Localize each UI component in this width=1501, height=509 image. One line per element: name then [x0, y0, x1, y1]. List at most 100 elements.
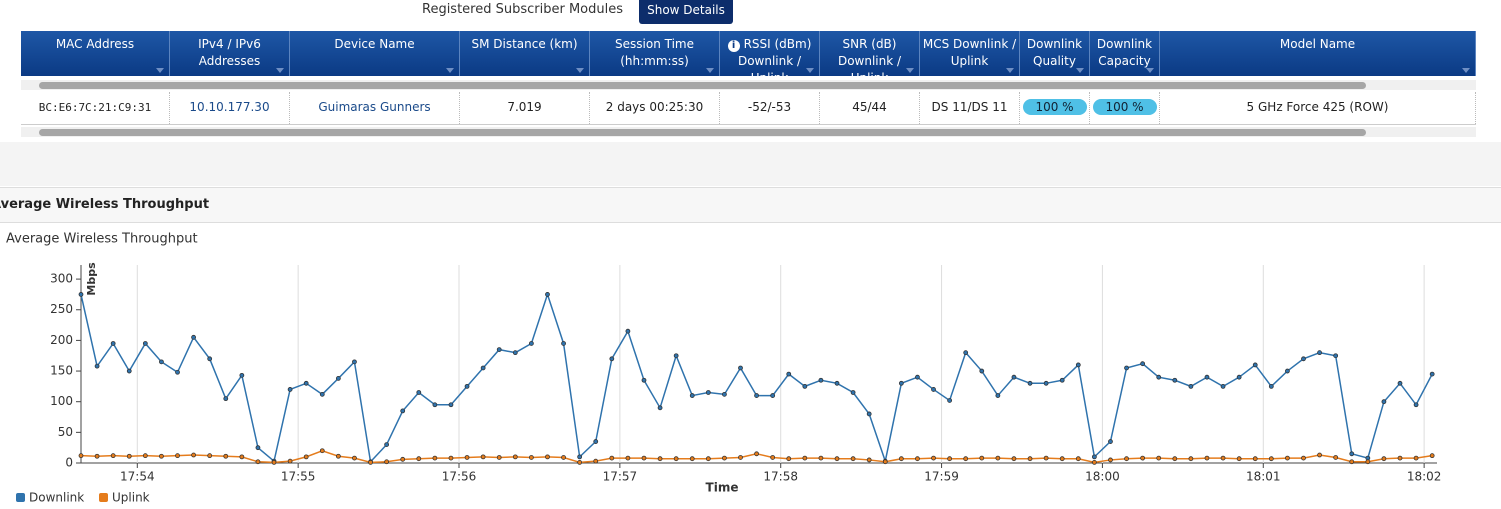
data-point — [1172, 377, 1178, 383]
header-text: SNR (dB) Downlink / Uplink — [837, 37, 902, 76]
data-point — [512, 454, 518, 460]
data-point — [1108, 439, 1113, 444]
cell-text: DS 11/DS 11 — [931, 100, 1008, 114]
cell-text: BC:E6:7C:21:C9:31 — [38, 101, 152, 114]
data-point — [1236, 456, 1242, 462]
data-point — [1268, 456, 1274, 462]
y-tick-label: 0 — [65, 456, 73, 470]
data-point — [512, 350, 518, 356]
data-point — [464, 383, 470, 389]
data-point — [110, 341, 116, 346]
data-point — [1108, 457, 1113, 463]
cell-text: 45/44 — [852, 100, 887, 114]
data-point — [1301, 356, 1306, 362]
data-point — [818, 377, 824, 383]
data-point — [995, 393, 1001, 398]
data-point — [561, 455, 566, 460]
data-point — [866, 411, 872, 417]
data-point — [915, 456, 920, 462]
data-point — [255, 445, 261, 451]
data-point — [1124, 456, 1129, 462]
show-details-button[interactable]: Show Details — [639, 0, 733, 24]
data-point — [738, 455, 743, 460]
data-point — [882, 459, 888, 465]
data-point — [384, 442, 390, 448]
data-point — [528, 341, 534, 346]
data-point — [609, 356, 615, 362]
data-point — [722, 455, 727, 461]
data-point — [528, 455, 534, 460]
row-border — [21, 124, 1476, 125]
table-cell: DS 11/DS 11 — [920, 92, 1020, 124]
column-header[interactable]: Model Name — [1160, 31, 1476, 76]
data-point — [947, 456, 953, 462]
data-point — [1285, 455, 1290, 461]
column-header[interactable]: Downlink Capacity — [1090, 31, 1160, 76]
data-point — [738, 365, 743, 371]
scrollbar[interactable] — [21, 80, 1476, 90]
data-point — [545, 454, 550, 460]
data-point — [1043, 455, 1049, 461]
data-point — [866, 457, 872, 463]
data-point — [368, 459, 373, 465]
data-point — [480, 365, 486, 371]
column-header[interactable]: Device Name — [290, 31, 460, 76]
separator — [0, 142, 1501, 186]
column-header[interactable]: SNR (dB) Downlink / Uplink — [820, 31, 920, 76]
x-tick-label: 17:58 — [763, 470, 798, 484]
data-point — [319, 391, 325, 397]
data-point — [705, 390, 711, 395]
data-point — [850, 456, 856, 462]
data-point — [963, 456, 969, 462]
data-point — [754, 451, 759, 457]
y-axis-title: Mbps — [85, 262, 98, 296]
data-point — [641, 377, 647, 383]
data-point — [319, 448, 325, 454]
data-point — [931, 387, 936, 392]
data-point — [1285, 368, 1290, 374]
data-point — [94, 363, 100, 369]
data-point — [1188, 456, 1194, 462]
data-point — [175, 453, 180, 459]
data-point — [1140, 361, 1146, 367]
data-point — [1027, 456, 1033, 462]
legend-label: Uplink — [112, 491, 150, 505]
data-point — [979, 455, 985, 461]
x-tick-label: 17:57 — [603, 470, 638, 484]
column-header[interactable]: MAC Address — [21, 31, 170, 76]
column-header[interactable]: Session Time (hh:mm:ss) — [590, 31, 720, 76]
data-point — [1011, 456, 1017, 462]
data-point — [963, 350, 969, 356]
data-point — [577, 454, 583, 460]
data-point — [1075, 456, 1081, 462]
table-cell: 2 days 00:25:30 — [590, 92, 720, 124]
legend-label: Downlink — [29, 491, 84, 505]
data-point — [1156, 374, 1162, 380]
scrollbar[interactable] — [21, 127, 1476, 137]
table-cell: -52/-53 — [720, 92, 820, 124]
data-point — [416, 456, 422, 462]
data-point — [834, 456, 840, 462]
data-point — [657, 456, 663, 462]
table-cell: 100 % — [1020, 92, 1090, 124]
data-point — [191, 334, 196, 340]
column-header[interactable]: SM Distance (km) — [460, 31, 590, 76]
column-header[interactable]: IPv4 / IPv6 Addresses — [170, 31, 290, 76]
data-point — [78, 453, 84, 459]
column-header[interactable]: MCS Downlink / Uplink — [920, 31, 1020, 76]
data-point — [287, 458, 293, 464]
data-point — [400, 408, 406, 414]
cell-text: -52/-53 — [747, 100, 792, 114]
data-point — [947, 398, 953, 403]
info-icon[interactable]: i — [727, 40, 740, 52]
data-point — [834, 380, 840, 386]
x-tick-label: 18:00 — [1085, 470, 1120, 484]
header-text: Downlink Quality — [1026, 37, 1083, 68]
data-point — [1333, 455, 1339, 460]
data-point — [1220, 455, 1226, 461]
data-point — [191, 452, 196, 458]
y-tick-label: 250 — [50, 302, 73, 316]
column-header[interactable]: Downlink Quality — [1020, 31, 1090, 76]
